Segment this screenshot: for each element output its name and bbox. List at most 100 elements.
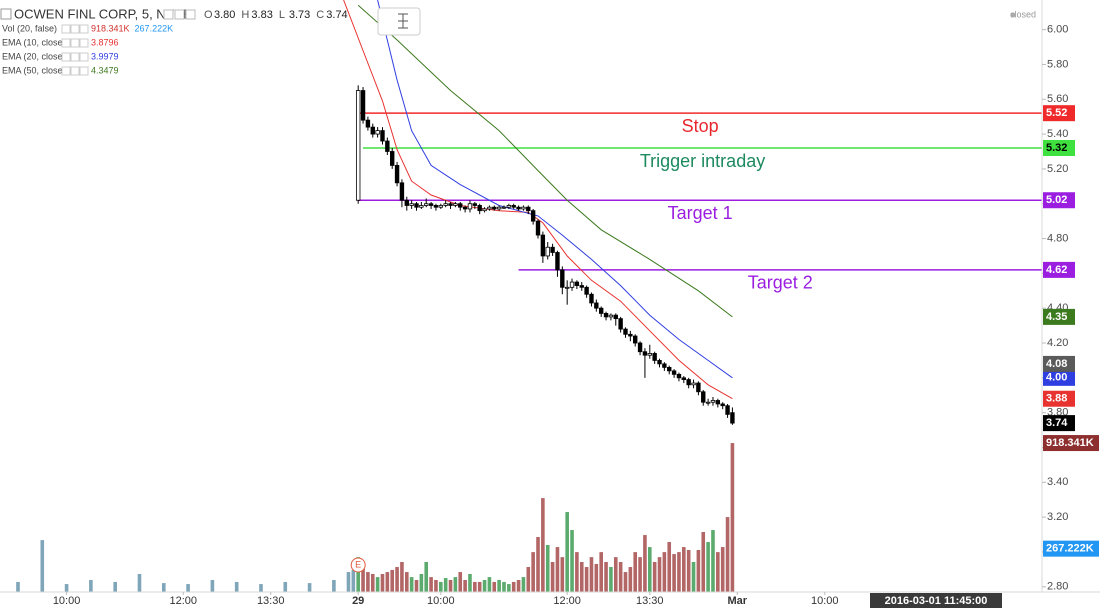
volume-bar bbox=[667, 542, 672, 592]
volume-bar bbox=[579, 561, 584, 592]
candle-body bbox=[628, 333, 633, 337]
indicator-name: EMA (50, close) bbox=[2, 65, 66, 75]
candle-body bbox=[521, 206, 526, 210]
volume-bar bbox=[332, 579, 336, 592]
legend-icon[interactable] bbox=[174, 9, 185, 20]
price-badge-label: 267.222K bbox=[1046, 543, 1094, 555]
volume-bar bbox=[453, 577, 458, 592]
candle-body bbox=[492, 206, 497, 210]
volume-bar bbox=[516, 579, 521, 592]
volume-bar bbox=[429, 577, 433, 592]
legend-icon[interactable] bbox=[79, 24, 89, 34]
indicator-value: 4.3479 bbox=[91, 65, 119, 75]
legend-icon[interactable] bbox=[163, 9, 174, 20]
x-tick-label: 13:30 bbox=[257, 595, 285, 607]
candle-body bbox=[560, 269, 565, 288]
volume-bar bbox=[482, 579, 487, 592]
candle-body bbox=[399, 182, 405, 201]
legend-icon[interactable] bbox=[70, 66, 80, 76]
candle-body bbox=[603, 313, 609, 318]
level-label: Trigger intraday bbox=[640, 151, 765, 171]
candle-body bbox=[564, 286, 570, 289]
candle-body bbox=[637, 342, 643, 353]
volume-bar bbox=[380, 573, 385, 592]
y-tick-label: 4.20 bbox=[1047, 337, 1068, 349]
legend-icon[interactable] bbox=[79, 66, 89, 76]
candle-body bbox=[598, 307, 604, 314]
candle-body bbox=[671, 370, 677, 375]
price-badge bbox=[1043, 390, 1075, 407]
volume-bar bbox=[186, 584, 190, 592]
candle-body bbox=[681, 377, 687, 380]
volume-bar bbox=[647, 547, 652, 592]
volume-bar bbox=[477, 581, 482, 592]
indicator-value: 3.8796 bbox=[91, 37, 119, 47]
x-tick-label: 10:00 bbox=[53, 595, 81, 607]
volume-bar bbox=[575, 552, 579, 592]
candle-body bbox=[467, 203, 473, 210]
ohlc-key: L bbox=[279, 9, 285, 21]
ema-line bbox=[377, 0, 733, 379]
candle-body bbox=[438, 205, 444, 208]
legend-icon[interactable] bbox=[61, 38, 71, 48]
legend-icon[interactable] bbox=[70, 52, 80, 62]
candle-body bbox=[530, 210, 536, 222]
volume-bar bbox=[589, 557, 594, 592]
indicator-value: 3.9979 bbox=[91, 51, 119, 61]
volume-bar bbox=[599, 552, 603, 592]
symbol: OCWEN FINL CORP, 5, NYSE bbox=[14, 6, 192, 21]
candle-body bbox=[496, 206, 502, 210]
volume-bar bbox=[458, 572, 463, 592]
candle-body bbox=[710, 400, 716, 403]
candle-body bbox=[715, 400, 721, 405]
legend-icon[interactable] bbox=[61, 52, 71, 62]
y-tick-label: 5.40 bbox=[1047, 128, 1068, 140]
volume-bar bbox=[463, 579, 467, 592]
legend-icon[interactable] bbox=[79, 52, 89, 62]
candle-body bbox=[375, 130, 380, 135]
volume-bar bbox=[711, 530, 715, 592]
candle-body bbox=[487, 206, 492, 210]
price-badge-label: 5.52 bbox=[1046, 107, 1067, 119]
volume-bar bbox=[161, 583, 166, 592]
volume-bar bbox=[584, 567, 589, 592]
volume-bar bbox=[502, 581, 506, 592]
legend-icon[interactable] bbox=[61, 66, 71, 76]
y-tick-label: 2.80 bbox=[1047, 581, 1068, 593]
ohlc-key: C bbox=[316, 9, 324, 21]
candle-body bbox=[594, 302, 599, 309]
volume-bar bbox=[628, 567, 633, 592]
volume-bar bbox=[730, 443, 735, 592]
legend-icon[interactable] bbox=[70, 24, 80, 34]
volume-bar bbox=[434, 579, 438, 592]
volume-bar bbox=[623, 572, 628, 592]
x-tick-label: 12:00 bbox=[553, 595, 581, 607]
legend-icon[interactable] bbox=[79, 38, 89, 48]
status-dot bbox=[1010, 12, 1016, 18]
candle-body bbox=[613, 314, 618, 320]
volume-bar bbox=[618, 561, 623, 592]
candle-body bbox=[506, 205, 512, 208]
legend-icon[interactable] bbox=[185, 9, 196, 20]
legend-icon[interactable] bbox=[61, 24, 71, 34]
legend-icon[interactable] bbox=[70, 38, 80, 48]
cursor-time-badge bbox=[870, 593, 1002, 608]
price-badge bbox=[1043, 415, 1075, 432]
toolbar-button[interactable] bbox=[377, 7, 421, 36]
ema-line bbox=[357, 4, 733, 318]
candle-body bbox=[355, 90, 361, 201]
volume-bar bbox=[346, 572, 351, 592]
volume-bar bbox=[473, 581, 477, 592]
event-marker[interactable] bbox=[350, 557, 366, 573]
level-label: Target 1 bbox=[668, 203, 733, 223]
collapse-button[interactable] bbox=[0, 8, 12, 20]
volume-bar bbox=[672, 554, 676, 592]
candle-body bbox=[647, 353, 652, 356]
volume-bar bbox=[555, 547, 560, 592]
candle-body bbox=[394, 165, 400, 184]
price-badge-label: 3.88 bbox=[1046, 393, 1067, 405]
volume-bar bbox=[64, 584, 69, 592]
volume-bar bbox=[366, 572, 370, 592]
candle-body bbox=[458, 203, 463, 208]
